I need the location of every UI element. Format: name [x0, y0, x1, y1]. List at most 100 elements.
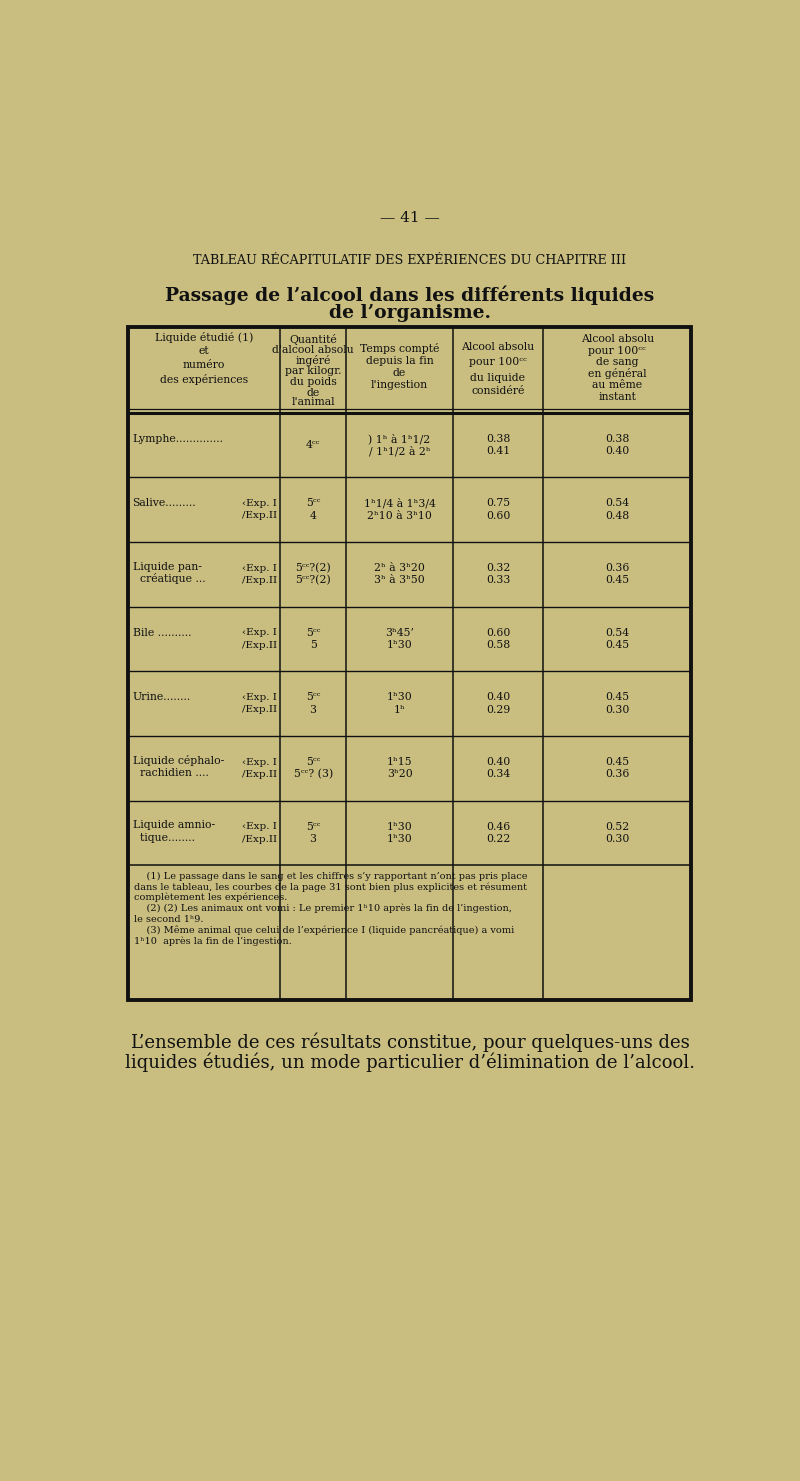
Text: Urine........: Urine........: [133, 693, 191, 702]
Text: en général: en général: [588, 369, 646, 379]
Text: 3ʰ20: 3ʰ20: [386, 770, 413, 779]
Text: 5ᶜᶜ: 5ᶜᶜ: [306, 628, 320, 638]
Text: pour 100ᶜᶜ: pour 100ᶜᶜ: [469, 357, 527, 367]
Text: 0.41: 0.41: [486, 446, 510, 456]
Text: 3: 3: [310, 834, 317, 844]
Text: 0.45: 0.45: [606, 757, 630, 767]
Text: 0.45: 0.45: [606, 693, 630, 702]
Text: du poids: du poids: [290, 378, 337, 387]
Text: 0.36: 0.36: [605, 770, 630, 779]
Text: Liquide amnio-: Liquide amnio-: [133, 820, 214, 831]
Text: (1) Le passage dans le sang et les chiffres s’y rapportant n’ont pas pris place: (1) Le passage dans le sang et les chiff…: [134, 871, 528, 881]
Text: Liquide céphalo-: Liquide céphalo-: [133, 755, 224, 766]
Text: (2) (2) Les animaux ont vomi : Le premier 1ʰ10 après la fin de l’ingestion,: (2) (2) Les animaux ont vomi : Le premie…: [134, 903, 512, 914]
Text: considéré: considéré: [471, 387, 525, 397]
Text: 0.29: 0.29: [486, 705, 510, 715]
Text: dans le tableau, les courbes de la page 31 sont bien plus explicites et résument: dans le tableau, les courbes de la page …: [134, 883, 527, 892]
Text: 0.33: 0.33: [486, 576, 510, 585]
Text: 5: 5: [310, 640, 317, 650]
Text: 0.45: 0.45: [606, 640, 630, 650]
Text: Lymphe..............: Lymphe..............: [133, 434, 223, 444]
Text: des expériences: des expériences: [160, 373, 248, 385]
Text: /Exp.II: /Exp.II: [242, 511, 277, 520]
Text: rachidien ....: rachidien ....: [133, 769, 209, 778]
Text: 1ʰ: 1ʰ: [394, 705, 406, 715]
Text: 5ᶜᶜ: 5ᶜᶜ: [306, 693, 320, 702]
Text: 0.40: 0.40: [486, 757, 510, 767]
Text: l'animal: l'animal: [291, 397, 335, 407]
Text: 0.32: 0.32: [486, 563, 510, 573]
Text: 0.54: 0.54: [606, 628, 630, 638]
Text: /Exp.II: /Exp.II: [242, 835, 277, 844]
Text: 5ᶜᶜ? (3): 5ᶜᶜ? (3): [294, 769, 333, 779]
Text: de sang: de sang: [596, 357, 638, 367]
Text: 3ʰ à 3ʰ50: 3ʰ à 3ʰ50: [374, 576, 425, 585]
Text: 4ᶜᶜ: 4ᶜᶜ: [306, 440, 320, 450]
Text: Quantité: Quantité: [290, 333, 337, 345]
Bar: [128, 327, 691, 1000]
Text: de: de: [306, 388, 320, 398]
Text: Temps compté: Temps compté: [360, 342, 439, 354]
Text: 0.58: 0.58: [486, 640, 510, 650]
Text: ) 1ʰ à 1ʰ1/2: ) 1ʰ à 1ʰ1/2: [369, 434, 430, 444]
Text: ingéré: ingéré: [295, 355, 331, 366]
Text: pour 100ᶜᶜ: pour 100ᶜᶜ: [589, 345, 646, 355]
Text: ‹Exp. I: ‹Exp. I: [242, 564, 277, 573]
Text: 1ʰ15: 1ʰ15: [386, 757, 412, 767]
Text: 0.52: 0.52: [605, 822, 630, 832]
Text: l'ingestion: l'ingestion: [371, 381, 428, 390]
Text: /Exp.II: /Exp.II: [242, 705, 277, 714]
Text: (3) Même animal que celui de l’expérience I (liquide pancréatique) a vomi: (3) Même animal que celui de l’expérienc…: [134, 926, 514, 935]
Text: 0.54: 0.54: [606, 499, 630, 508]
Text: TABLEAU RÉCAPITULATIF DES EXPÉRIENCES DU CHAPITRE III: TABLEAU RÉCAPITULATIF DES EXPÉRIENCES DU…: [194, 255, 626, 268]
Text: 0.34: 0.34: [486, 770, 510, 779]
Text: ‹Exp. I: ‹Exp. I: [242, 693, 277, 702]
Text: Liquide étudié (1): Liquide étudié (1): [154, 332, 253, 344]
Text: créatique ...: créatique ...: [133, 573, 205, 585]
Text: 1ʰ10  après la fin de l’ingestion.: 1ʰ10 après la fin de l’ingestion.: [134, 936, 292, 945]
Text: 5ᶜᶜ?(2): 5ᶜᶜ?(2): [295, 563, 331, 573]
Text: instant: instant: [598, 392, 636, 401]
Text: Alcool absolu: Alcool absolu: [462, 342, 534, 351]
Text: 3: 3: [310, 705, 317, 715]
Text: 0.60: 0.60: [486, 511, 510, 521]
Text: 4: 4: [310, 511, 317, 521]
Text: 0.60: 0.60: [486, 628, 510, 638]
Text: 1ʰ1/4 à 1ʰ3/4: 1ʰ1/4 à 1ʰ3/4: [363, 498, 435, 508]
Text: 1ʰ30: 1ʰ30: [386, 834, 413, 844]
Text: par kilogr.: par kilogr.: [285, 366, 342, 376]
Text: / 1ʰ1/2 à 2ʰ: / 1ʰ1/2 à 2ʰ: [369, 446, 430, 456]
Text: 0.22: 0.22: [486, 834, 510, 844]
Text: 0.30: 0.30: [605, 705, 630, 715]
Text: depuis la fin: depuis la fin: [366, 355, 434, 366]
Text: 5ᶜᶜ: 5ᶜᶜ: [306, 499, 320, 508]
Text: 1ʰ30: 1ʰ30: [386, 693, 413, 702]
Text: 0.38: 0.38: [605, 434, 630, 444]
Text: 2ʰ10 à 3ʰ10: 2ʰ10 à 3ʰ10: [367, 511, 432, 521]
Text: Liquide pan-: Liquide pan-: [133, 561, 202, 572]
Text: Bile ..........: Bile ..........: [133, 628, 191, 638]
Text: ‹Exp. I: ‹Exp. I: [242, 822, 277, 831]
Text: de: de: [393, 367, 406, 378]
Text: 1ʰ30: 1ʰ30: [386, 640, 413, 650]
Text: /Exp.II: /Exp.II: [242, 770, 277, 779]
Text: L’ensemble de ces résultats constitue, pour quelques-uns des: L’ensemble de ces résultats constitue, p…: [130, 1032, 690, 1052]
Text: et: et: [198, 347, 209, 357]
Text: 0.38: 0.38: [486, 434, 510, 444]
Text: 0.45: 0.45: [606, 576, 630, 585]
Text: 0.75: 0.75: [486, 499, 510, 508]
Text: 5ᶜᶜ?(2): 5ᶜᶜ?(2): [295, 575, 331, 585]
Text: 0.46: 0.46: [486, 822, 510, 832]
Text: 3ʰ45’: 3ʰ45’: [385, 628, 414, 638]
Text: d'alcool absolu: d'alcool absolu: [272, 345, 354, 355]
Text: 0.48: 0.48: [605, 511, 630, 521]
Text: 2ʰ à 3ʰ20: 2ʰ à 3ʰ20: [374, 563, 425, 573]
Text: 5ᶜᶜ: 5ᶜᶜ: [306, 822, 320, 832]
Text: liquides étudiés, un mode particulier d’élimination de l’alcool.: liquides étudiés, un mode particulier d’…: [125, 1053, 695, 1072]
Text: au même: au même: [592, 381, 642, 390]
Text: du liquide: du liquide: [470, 373, 526, 382]
Text: 5ᶜᶜ: 5ᶜᶜ: [306, 757, 320, 767]
Text: de l’organisme.: de l’organisme.: [329, 304, 491, 323]
Text: 0.40: 0.40: [486, 693, 510, 702]
Text: Alcool absolu: Alcool absolu: [581, 335, 654, 344]
